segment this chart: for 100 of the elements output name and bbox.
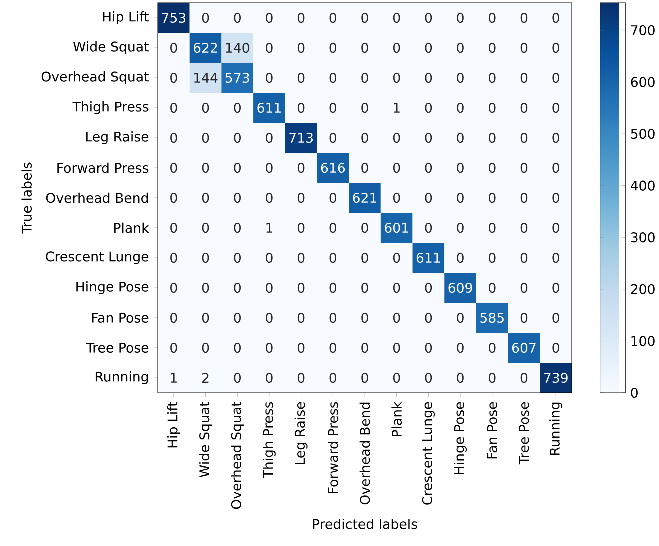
data-label: 0 — [202, 282, 210, 294]
data-label: 0 — [457, 312, 464, 324]
data-label: 0 — [202, 252, 210, 264]
data-label: 0 — [520, 192, 528, 204]
data-label: 0 — [520, 132, 528, 144]
data-label: 0 — [298, 372, 305, 384]
data-label: 0 — [266, 342, 273, 354]
data-label: 0 — [202, 162, 210, 174]
data-label: 0 — [298, 42, 305, 54]
data-label: 0 — [202, 12, 210, 24]
data-label: 0 — [362, 312, 368, 324]
data-label: 0 — [425, 192, 432, 204]
data-label: 0 — [234, 12, 241, 24]
color-bar-label: 600 — [631, 77, 655, 88]
y-tick-label: Wide Squat — [73, 42, 149, 54]
color-bar-label: 200 — [631, 284, 655, 294]
data-label: 1 — [394, 103, 400, 113]
x-tick-label: Hip Lift — [167, 402, 180, 448]
data-label: 0 — [298, 342, 305, 354]
color-bar-label: 100 — [632, 336, 655, 346]
data-label: 0 — [362, 162, 368, 174]
data-label: 0 — [393, 372, 400, 384]
data-label: 0 — [362, 372, 368, 384]
data-label: 0 — [425, 162, 432, 174]
data-label: 0 — [170, 42, 178, 54]
data-label: 0 — [520, 372, 528, 384]
y-tick-label: Plank — [114, 222, 150, 234]
data-label: 0 — [393, 42, 400, 54]
data-label: 0 — [170, 192, 178, 204]
data-label: 0 — [362, 222, 368, 234]
data-label: 0 — [489, 102, 496, 114]
x-tick-label: Overhead Bend — [360, 402, 370, 505]
data-label: 0 — [266, 312, 273, 324]
data-label: 0 — [552, 192, 560, 204]
data-label: 0 — [393, 342, 400, 354]
color-bar-label: 300 — [631, 232, 655, 243]
data-label: 0 — [234, 162, 241, 174]
x-tick-label: Leg Raise — [294, 402, 308, 464]
data-label: 0 — [393, 132, 400, 144]
y-tick-label: Tree Pose — [86, 343, 149, 353]
x-tick-label: Thigh Press — [263, 402, 276, 478]
data-label: 0 — [520, 312, 528, 324]
color-bar-label: 500 — [631, 128, 655, 140]
data-label: 0 — [330, 222, 337, 234]
data-label: 607 — [512, 342, 536, 354]
data-label: 0 — [425, 312, 432, 324]
data-label: 0 — [489, 12, 496, 24]
data-label: 611 — [416, 252, 440, 264]
data-label: 0 — [330, 312, 337, 324]
data-label: 0 — [425, 72, 432, 84]
data-label: 0 — [234, 312, 241, 324]
data-label: 0 — [393, 282, 400, 294]
data-label: 0 — [202, 132, 210, 144]
data-label: 0 — [552, 282, 560, 294]
data-label: 0 — [266, 162, 273, 174]
data-label: 0 — [425, 342, 432, 354]
x-tick-label: Running — [550, 402, 563, 456]
y-axis-title: True labels — [22, 162, 32, 234]
data-label: 0 — [393, 72, 400, 84]
data-label: 1 — [266, 223, 272, 233]
data-label: 0 — [202, 222, 210, 234]
data-label: 0 — [362, 252, 368, 264]
data-label: 0 — [330, 282, 337, 294]
data-label: 0 — [393, 162, 400, 174]
data-label: 0 — [552, 162, 560, 174]
data-label: 0 — [170, 222, 178, 234]
data-label: 0 — [298, 192, 305, 204]
data-label: 0 — [266, 12, 273, 24]
data-label: 0 — [266, 282, 273, 294]
x-tick-label: Crescent Lunge — [422, 402, 436, 505]
data-label: 0 — [520, 252, 528, 264]
x-tick-label: Hinge Pose — [454, 402, 467, 474]
y-tick-label: Overhead Squat — [42, 72, 149, 84]
data-label: 0 — [234, 372, 241, 384]
x-tick-label: Forward Press — [328, 402, 338, 494]
data-label: 0 — [298, 252, 305, 264]
data-label: 0 — [489, 132, 496, 144]
y-tick-label: Crescent Lunge — [46, 252, 149, 264]
data-label: 0 — [202, 342, 210, 354]
data-label: 0 — [457, 12, 464, 24]
data-label: 0 — [330, 252, 337, 264]
y-tick-label: Hinge Pose — [76, 282, 149, 294]
data-label: 0 — [202, 312, 210, 324]
data-label: 0 — [457, 72, 464, 84]
data-label: 609 — [448, 282, 472, 294]
data-label: 0 — [170, 342, 178, 354]
data-label: 585 — [480, 312, 504, 324]
data-label: 0 — [457, 342, 464, 354]
data-label: 0 — [489, 372, 496, 384]
data-label: 0 — [266, 372, 273, 384]
data-label: 0 — [425, 282, 432, 294]
data-label: 611 — [258, 102, 281, 114]
data-label: 0 — [330, 12, 337, 24]
color-bar-label: 400 — [630, 180, 655, 191]
data-label: 0 — [552, 102, 560, 114]
data-label: 0 — [234, 102, 241, 114]
data-label: 0 — [170, 72, 178, 84]
data-label: 0 — [520, 222, 528, 234]
y-tick-label: Leg Raise — [86, 132, 149, 144]
data-label: 0 — [552, 72, 560, 84]
